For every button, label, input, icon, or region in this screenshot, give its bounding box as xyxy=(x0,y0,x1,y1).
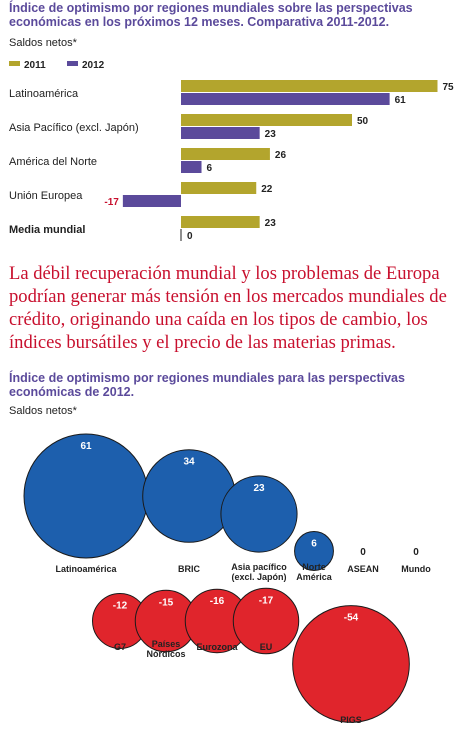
data-label: 61 xyxy=(395,95,407,106)
bar-2011 xyxy=(181,80,438,92)
category-label: Latinoamérica xyxy=(9,88,79,100)
bar-2012 xyxy=(122,195,181,207)
data-label: 23 xyxy=(265,129,277,140)
bubble-value: 23 xyxy=(253,483,265,494)
bubble xyxy=(232,587,300,655)
bubble-value: -15 xyxy=(159,597,174,608)
data-label: 6 xyxy=(207,163,213,174)
bubble xyxy=(23,433,149,559)
legend-label-2011: 2011 xyxy=(24,60,46,71)
bubble-label: Mundo xyxy=(401,564,431,574)
bubble-label: G7 xyxy=(114,642,126,652)
bubble-label: Países xyxy=(152,639,181,649)
legend-swatch-2012 xyxy=(67,61,78,66)
bubble xyxy=(294,531,334,571)
bubble-label: Norte xyxy=(302,562,326,572)
bubble-label: América xyxy=(296,572,333,582)
chart-title-line: económicas de 2012. xyxy=(9,385,134,399)
category-label: América del Norte xyxy=(9,156,97,168)
bubble-value: -17 xyxy=(259,595,274,606)
chart-subtitle: Saldos netos* xyxy=(9,37,78,49)
bubble-label: ASEAN xyxy=(347,564,379,574)
data-label: 22 xyxy=(261,184,273,195)
data-label: 50 xyxy=(357,116,369,127)
bubble-chart: Índice de optimismo por regiones mundial… xyxy=(9,370,431,725)
bubble-value: 0 xyxy=(413,547,419,558)
bar-2012 xyxy=(181,93,390,105)
bubble-label: (excl. Japón) xyxy=(231,572,286,582)
chart-title-line: Índice de optimismo por regiones mundial… xyxy=(9,370,405,385)
bar-2011 xyxy=(181,216,260,228)
bubble-value: -54 xyxy=(344,613,359,624)
bubble-label: PIGS xyxy=(340,715,362,725)
bubble-value: 34 xyxy=(183,457,195,468)
chart-title-line: económicas en los próximos 12 meses. Com… xyxy=(9,15,389,29)
legend-label-2012: 2012 xyxy=(82,60,105,71)
bubble-label: Asia pacífico xyxy=(231,562,287,572)
bubble-label: Nórdicos xyxy=(146,649,185,659)
data-label: 23 xyxy=(265,218,277,229)
category-label: Media mundial xyxy=(9,224,85,236)
chart-subtitle: Saldos netos* xyxy=(9,405,78,417)
bar-2012 xyxy=(181,127,260,139)
bubble xyxy=(292,605,410,723)
bubble-value: 0 xyxy=(360,547,366,558)
bubble-label: Latinoamérica xyxy=(55,564,117,574)
bar-2011 xyxy=(181,148,270,160)
data-label: 26 xyxy=(275,150,287,161)
data-label: -17 xyxy=(104,197,119,208)
body-paragraph: La débil recuperación mundial y los prob… xyxy=(9,263,447,353)
bubble-value: 6 xyxy=(311,539,317,550)
bar-2012 xyxy=(181,161,202,173)
bar-2011 xyxy=(181,182,257,194)
bar-chart: Índice de optimismo por regiones mundial… xyxy=(9,0,455,242)
category-label: Unión Europea xyxy=(9,190,83,202)
bubble xyxy=(220,475,298,553)
legend-swatch-2011 xyxy=(9,61,20,66)
category-label: Asia Pacífico (excl. Japón) xyxy=(9,122,139,134)
bubble-value: -16 xyxy=(210,596,225,607)
chart-title-line: Índice de optimismo por regiones mundial… xyxy=(9,0,413,15)
bubble-label: EU xyxy=(260,642,273,652)
data-label: 75 xyxy=(443,82,455,93)
bubble-label: Eurozona xyxy=(196,642,238,652)
bubble-value: -12 xyxy=(113,601,128,612)
data-label: 0 xyxy=(187,231,193,242)
bubble-label: BRIC xyxy=(178,564,200,574)
bar-2011 xyxy=(181,114,352,126)
bubble-value: 61 xyxy=(80,441,92,452)
